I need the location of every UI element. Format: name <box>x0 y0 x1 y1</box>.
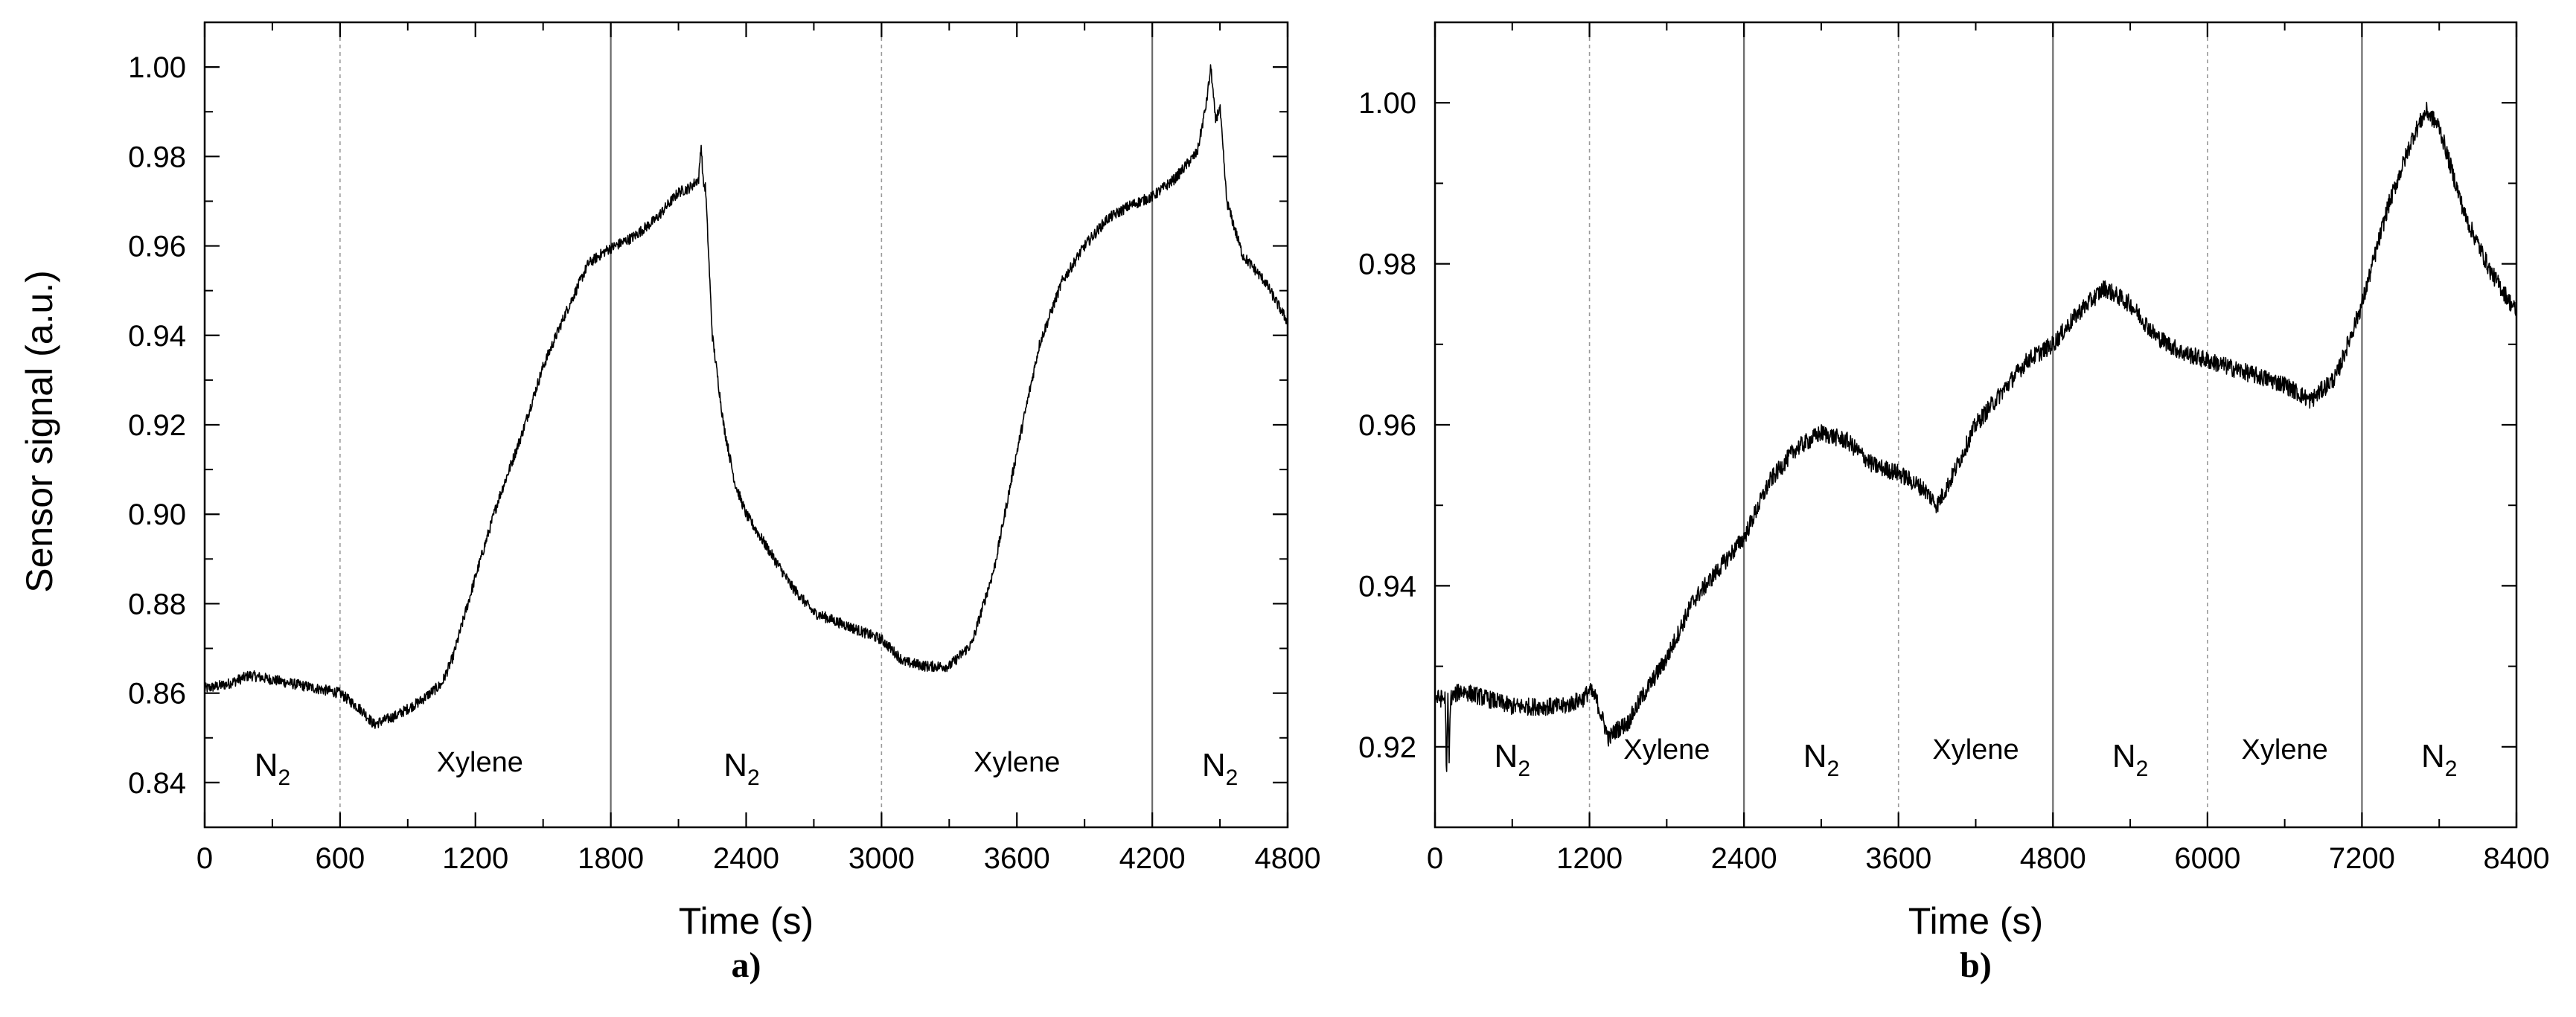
panel-a-plot-frame <box>203 21 1289 829</box>
panel-b-region-labels: N2 Xylene N2 Xylene N2 Xylene N2 <box>1495 734 2458 781</box>
panel-a-y-tick-label: 0.98 <box>128 141 186 173</box>
panel-a-x-tick-label: 4200 <box>1119 842 1186 875</box>
panel-a-x-tick-label: 3600 <box>984 842 1050 875</box>
panel-a-x-ticks: 0 600 1200 1800 2400 3000 3600 4200 4800 <box>196 22 1321 875</box>
panel-a-y-ticks: 0.84 0.86 0.88 0.90 0.92 0.94 0.96 0.98 1.00 <box>128 51 1288 800</box>
panel-a-x-tick-label: 1800 <box>578 842 644 875</box>
panel-b-y-tick-label: 0.94 <box>1358 570 1416 603</box>
panel-b-x-tick-label: 1200 <box>1556 842 1623 875</box>
panel-a-region-label-xylene: Xylene <box>437 747 523 778</box>
panel-b-x-tick-label: 8400 <box>2484 842 2550 875</box>
panel-a-series <box>204 64 1288 729</box>
panel-b-x-tick-label: 7200 <box>2329 842 2395 875</box>
chart-panel-a: 0 600 1200 1800 2400 3000 3600 4200 4800 0.840.8… <box>128 21 1321 985</box>
panel-b-region-label-n2: N2 <box>2112 738 2148 781</box>
panel-b-region-label-xylene: Xylene <box>1623 734 1710 766</box>
panel-a-y-tick-label: 1.00 <box>128 51 186 84</box>
panel-a-x-tick-label: 4800 <box>1255 842 1321 875</box>
panel-a-x-tick-label: 3000 <box>848 842 915 875</box>
panel-a-y-tick-label: 0.90 <box>128 498 186 531</box>
panel-a-series-line <box>204 64 1288 729</box>
panel-a-x-tick-label: 0 <box>196 842 213 875</box>
panel-a-region-label-n2: N2 <box>1202 747 1238 790</box>
chart-panel-b: 0 1200 2400 3600 4800 6000 7200 8400 0.920.940.… <box>1358 21 2550 985</box>
panel-b-region-label-xylene: Xylene <box>2242 734 2328 766</box>
y-axis-title: Sensor signal (a.u.) <box>19 270 60 593</box>
panel-b-y-tick-label: 1.00 <box>1358 87 1416 120</box>
panel-a-region-label-n2: N2 <box>723 747 759 790</box>
panel-b-x-tick-label: 6000 <box>2174 842 2240 875</box>
panel-b-series <box>1434 101 2517 772</box>
panel-a-region-label-xylene: Xylene <box>974 747 1060 778</box>
panel-b-region-label-n2: N2 <box>2421 738 2457 781</box>
panel-a-x-axis-title: Time (s) <box>679 900 814 942</box>
panel-a-y-tick-label: 0.92 <box>128 409 186 442</box>
panel-b-y-tick-label: 0.98 <box>1358 248 1416 281</box>
panel-b-y-tick-label: 0.96 <box>1358 409 1416 442</box>
panel-b-x-tick-label: 0 <box>1427 842 1443 875</box>
panel-a-region-labels: N2 Xylene N2 Xylene N2 <box>255 747 1239 790</box>
panel-a-x-tick-label: 2400 <box>713 842 779 875</box>
panel-a-caption: a) <box>732 946 761 985</box>
panel-a-y-tick-label: 0.94 <box>128 320 186 353</box>
panel-b-region-label-n2: N2 <box>1803 738 1839 781</box>
panel-a-region-label-n2: N2 <box>255 747 290 790</box>
panel-b-x-ticks: 0 1200 2400 3600 4800 6000 7200 8400 <box>1427 22 2550 875</box>
panel-a-y-tick-label: 0.96 <box>128 231 186 263</box>
panel-a-x-tick-label: 600 <box>316 842 365 875</box>
panel-b-x-tick-label: 3600 <box>1865 842 1931 875</box>
panel-b-x-tick-label: 2400 <box>1711 842 1777 875</box>
panel-b-reference-lines <box>1588 22 2363 827</box>
panel-b-region-label-xylene: Xylene <box>1932 734 2019 766</box>
panel-b-y-tick-label: 0.92 <box>1358 731 1416 764</box>
panel-b-region-label-n2: N2 <box>1495 738 1530 781</box>
panel-a-y-tick-label: 0.84 <box>128 767 186 800</box>
panel-a-reference-lines <box>339 22 1154 827</box>
panel-b-y-ticks: 0.92 0.94 0.96 0.98 1.00 <box>1358 87 2516 828</box>
panel-b-series-line <box>1434 101 2517 772</box>
panel-b-x-axis-title: Time (s) <box>1908 900 2043 942</box>
panel-a-x-tick-label: 1200 <box>442 842 508 875</box>
panel-b-caption: b) <box>1960 946 1992 985</box>
panel-b-x-tick-label: 4800 <box>2020 842 2086 875</box>
panel-a-y-tick-label: 0.86 <box>128 678 186 710</box>
panel-a-y-tick-label: 0.88 <box>128 588 186 620</box>
